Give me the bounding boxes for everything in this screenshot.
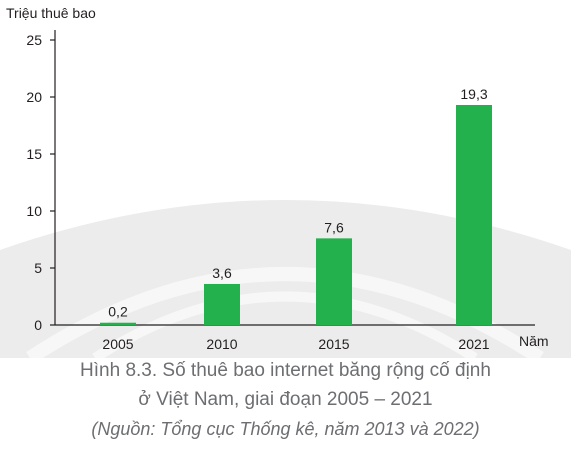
value-label-2021: 19,3 [460, 86, 487, 102]
x-axis-title: Năm [519, 333, 549, 349]
y-tick-label: 10 [26, 203, 42, 219]
value-label-2005: 0,2 [108, 304, 128, 320]
bar-2010 [204, 283, 240, 325]
figure-caption-source: (Nguồn: Tổng cục Thống kê, năm 2013 và 2… [91, 419, 480, 439]
y-axis-ticks: 0 5 10 15 20 25 [26, 32, 55, 333]
x-tick-label-2010: 2010 [206, 336, 237, 352]
value-label-2010: 3,6 [212, 265, 232, 281]
figure-caption-title: Hình 8.3. Số thuê bao internet băng rộng… [80, 360, 491, 381]
figure-caption-subtitle: ở Việt Nam, giai đoạn 2005 – 2021 [138, 389, 433, 410]
y-tick-label: 20 [26, 89, 42, 105]
y-tick-label: 5 [34, 260, 42, 276]
x-tick-label-2015: 2015 [318, 336, 349, 352]
y-tick-label: 15 [26, 146, 42, 162]
value-labels: 0,2 3,6 7,6 19,3 [108, 86, 488, 320]
x-axis-ticks: 2005 2010 2015 2021 [102, 336, 489, 352]
x-tick-label-2021: 2021 [458, 336, 489, 352]
bar-2021 [456, 104, 492, 325]
value-label-2015: 7,6 [324, 219, 344, 235]
bar-2005 [100, 322, 136, 325]
bar-chart: 0 5 10 15 20 25 0,2 3,6 7,6 19,3 2005 2010 2015 202… [0, 5, 571, 358]
bar-2015 [316, 238, 352, 325]
bar-series [100, 104, 492, 325]
y-tick-label: 0 [34, 317, 42, 333]
y-tick-label: 25 [26, 32, 42, 48]
y-axis-title: Triệu thuê bao [6, 5, 96, 21]
x-tick-label-2005: 2005 [102, 336, 133, 352]
